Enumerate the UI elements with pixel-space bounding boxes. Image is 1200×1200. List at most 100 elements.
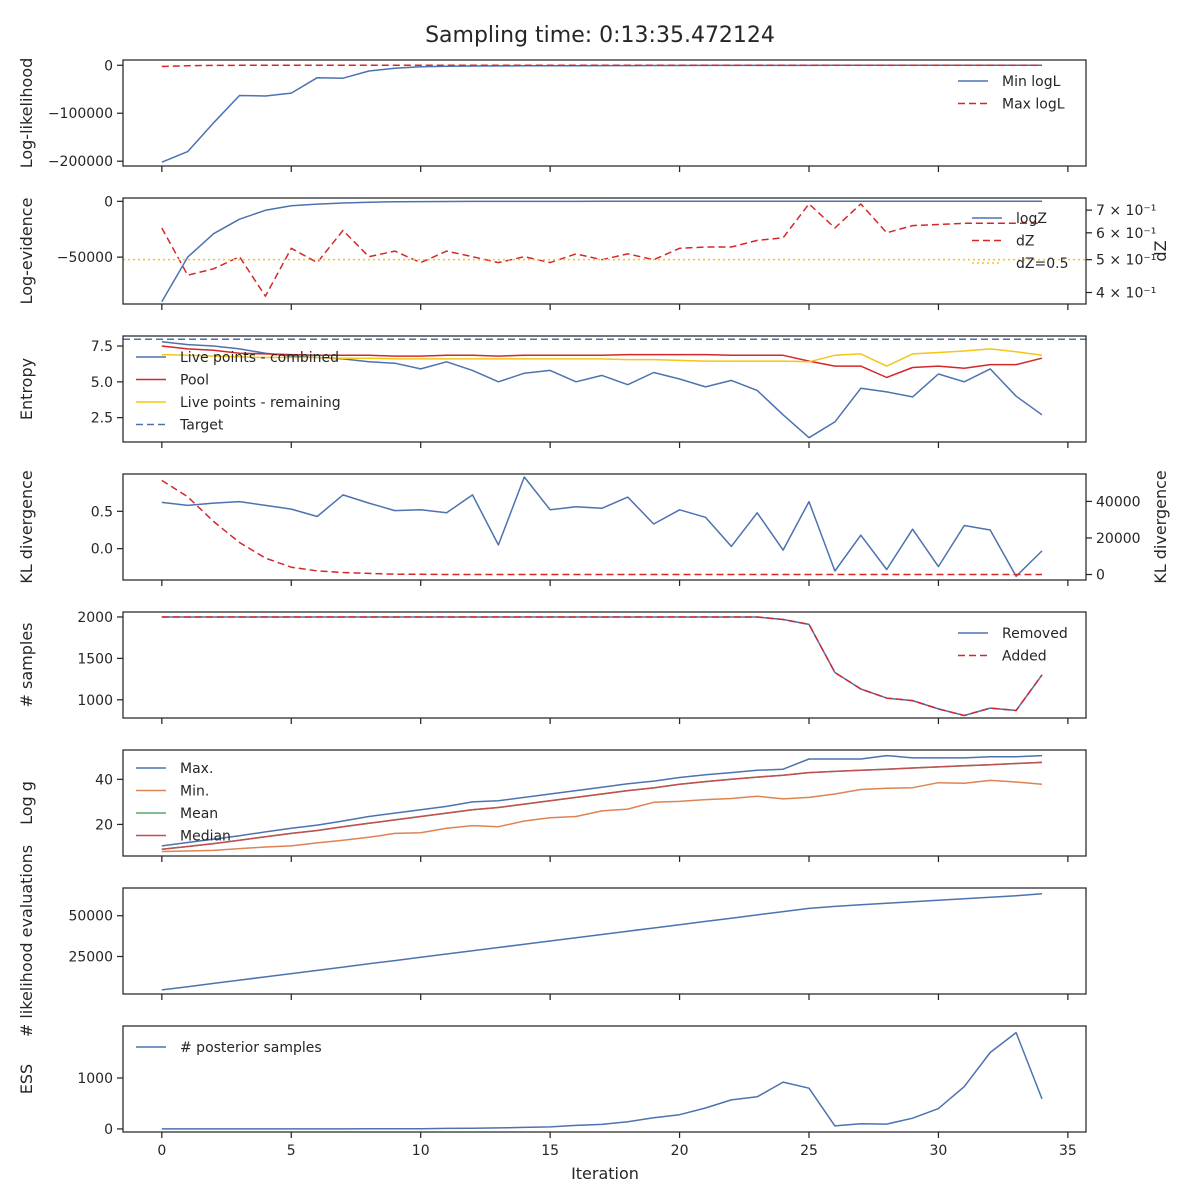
legend-label: Median (180, 829, 231, 845)
series-line-4-2 (161, 479, 1042, 576)
y-tick-label: 25000 (68, 949, 113, 965)
y-tick-label: −200000 (48, 154, 113, 170)
series-line-2-2 (161, 203, 1042, 297)
series-line-3-2 (161, 345, 1043, 379)
legend-3: Live points - combined Pool Live points - … (136, 350, 341, 434)
series-line-1-2 (161, 64, 1042, 68)
y-tick-label: 20 (95, 817, 113, 833)
legend-label: Pool (180, 373, 209, 389)
series-line-3-3 (161, 348, 1043, 367)
y-tick-label: 2000 (77, 610, 113, 626)
y-tick-label: −50000 (57, 250, 113, 266)
legend-label: Min. (180, 784, 209, 800)
plot-frame-1 (122, 59, 1087, 167)
legend-label: dZ=0.5 (1016, 256, 1068, 272)
plot-frame-8 (122, 1025, 1087, 1133)
series-line-4-1 (161, 476, 1043, 578)
y2-tick-label: 0 (1096, 568, 1105, 584)
plot-frame-2 (122, 197, 1087, 305)
series-line-6-4 (161, 761, 1043, 850)
y-tick-label: 0.0 (91, 542, 113, 558)
legend-label: Target (179, 418, 224, 434)
series-line-8-1 (161, 1031, 1043, 1130)
y2-tick-label: 4 × 10⁻¹ (1096, 286, 1156, 302)
legend-label: Max logL (1002, 97, 1065, 113)
x-tick-label: 15 (541, 1143, 559, 1159)
legend-6: Max. Min. Mean Median (136, 761, 231, 845)
y-tick-label: 7.5 (91, 339, 113, 355)
series-line-2-1 (161, 200, 1042, 303)
y-tick-label: 0.5 (91, 504, 113, 520)
y-tick-label: 1000 (77, 693, 113, 709)
legend-label: Removed (1002, 626, 1068, 642)
y-tick-label: 50000 (68, 909, 113, 925)
series-line-5-2 (161, 616, 1043, 717)
legend-label: Max. (180, 761, 213, 777)
legend-1: Min logL Max logL (958, 74, 1065, 113)
legend-label: dZ (1016, 234, 1034, 250)
legend-label: Mean (180, 806, 218, 822)
series-line-6-2 (161, 779, 1043, 853)
x-tick-label: 0 (157, 1143, 166, 1159)
x-tick-label: 5 (287, 1143, 296, 1159)
y2-tick-label: 20000 (1096, 531, 1141, 547)
y-axis-label: ESS (17, 1064, 36, 1094)
subplots: 0 −100000 −200000 Log-likelihood Min logL Max… (17, 58, 1170, 1159)
legend-label: Live points - remaining (180, 395, 341, 411)
y-axis-label: Log g (17, 781, 36, 825)
y-axis-label: Log-evidence (17, 198, 36, 305)
legend-label: Added (1002, 649, 1047, 665)
legend-label: # posterior samples (180, 1040, 322, 1056)
y-tick-label: 1000 (77, 1071, 113, 1087)
y-tick-label: 2.5 (91, 411, 113, 427)
subplot-7: 25000 50000 # likelihood evaluations (17, 845, 1087, 1037)
y2-axis-label: KL divergence (1151, 470, 1170, 583)
y2-tick-label: 6 × 10⁻¹ (1096, 226, 1156, 242)
y-axis-label: KL divergence (17, 470, 36, 583)
plot-frame-3 (122, 335, 1087, 443)
plot-frame-4 (122, 473, 1087, 581)
y-tick-label: −100000 (48, 106, 113, 122)
x-axis-label: Iteration (571, 1164, 639, 1183)
y2-tick-label: 7 × 10⁻¹ (1096, 203, 1156, 219)
subplot-8: 0 1000 ESS 0 5 10 15 20 25 30 35 # posterior sample… (17, 1025, 1087, 1159)
series-line-6-3 (161, 761, 1043, 850)
plot-frame-5 (122, 611, 1087, 719)
x-tick-label: 35 (1059, 1143, 1077, 1159)
y-tick-label: 0 (104, 1122, 113, 1138)
legend-5: Removed Added (958, 626, 1068, 665)
y2-tick-label: 5 × 10⁻¹ (1096, 253, 1156, 269)
legend-label: Min logL (1002, 74, 1061, 90)
series-line-6-1 (161, 754, 1043, 847)
x-tick-label: 20 (671, 1143, 689, 1159)
y2-tick-label: 40000 (1096, 494, 1141, 510)
legend-label: logZ (1016, 211, 1047, 227)
figure-title: Sampling time: 0:13:35.472124 (425, 23, 775, 48)
subplot-1: 0 −100000 −200000 Log-likelihood Min logL Max… (17, 58, 1087, 172)
subplot-4: 0.0 0.5 0 20000 40000 KL divergence KL diverge… (17, 470, 1170, 586)
subplot-6: 20 40 Log g Max. Min. Mean Median (17, 749, 1087, 862)
legend-2: logZ dZ dZ=0.5 (972, 211, 1068, 272)
x-tick-label: 25 (800, 1143, 818, 1159)
series-line-7-1 (161, 892, 1043, 991)
y-axis-label: Log-likelihood (17, 58, 36, 169)
series-line-1-1 (161, 64, 1042, 163)
y-tick-label: 5.0 (91, 375, 113, 391)
legend-label: Live points - combined (180, 350, 339, 366)
subplot-5: 1000 1500 2000 # samples Removed Added (17, 610, 1087, 724)
x-tick-label: 10 (412, 1143, 430, 1159)
y-tick-label: 0 (104, 194, 113, 210)
subplot-2: 0 −50000 4 × 10⁻¹ 5 × 10⁻¹ 6 × 10⁻¹ 7 × 10⁻¹ d… (17, 194, 1170, 310)
y-axis-label: # samples (17, 623, 36, 708)
x-tick-label: 30 (930, 1143, 948, 1159)
y-tick-label: 40 (95, 772, 113, 788)
y-tick-label: 1500 (77, 651, 113, 667)
legend-8: # posterior samples (136, 1040, 322, 1056)
y-tick-label: 0 (104, 58, 113, 74)
subplot-3: 2.5 5.0 7.5 Entropy Live points - combined Po… (17, 335, 1087, 448)
y-axis-label: # likelihood evaluations (17, 845, 36, 1037)
plot-frame-6 (122, 749, 1087, 857)
y-axis-label: Entropy (17, 358, 36, 420)
plot-frame-7 (122, 887, 1087, 995)
